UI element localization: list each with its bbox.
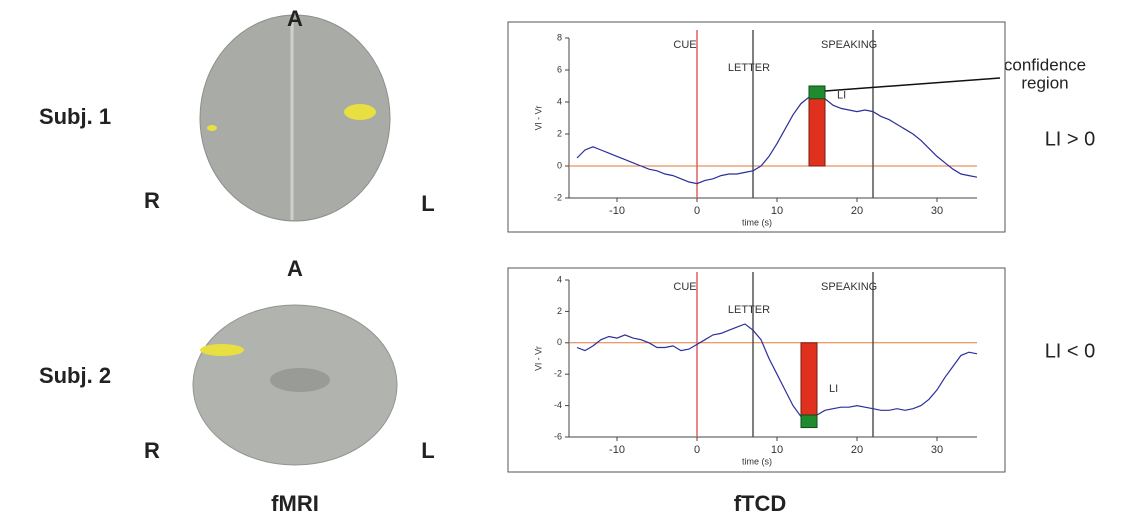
subject-label: Subj. 1	[39, 104, 111, 129]
result-label: LI > 0	[1045, 128, 1096, 150]
subject-label: Subj. 2	[39, 363, 111, 388]
brain-image	[200, 15, 390, 221]
chart-frame	[508, 22, 1005, 232]
confidence-region	[801, 415, 817, 428]
y-tick-label: 8	[557, 32, 562, 42]
li-bar	[801, 343, 817, 420]
y-tick-label: 0	[557, 160, 562, 170]
result-label: LI < 0	[1045, 340, 1096, 362]
li-label: LI	[837, 90, 846, 102]
x-axis-label: time (s)	[742, 456, 772, 466]
y-tick-label: -2	[554, 369, 562, 379]
y-tick-label: 4	[557, 274, 562, 284]
event-label: CUE	[673, 281, 696, 293]
event-label: LETTER	[728, 304, 770, 316]
li-bar	[809, 96, 825, 166]
y-axis-label: Vl - Vr	[533, 346, 543, 371]
column-label: fMRI	[271, 491, 319, 516]
chart-frame	[508, 268, 1005, 472]
left-label: L	[421, 191, 434, 216]
y-tick-label: 0	[557, 337, 562, 347]
x-tick-label: -10	[609, 205, 625, 217]
right-label: R	[144, 438, 160, 463]
figure: A R L Subj. 1 LI > 0 A R L Subj. 2 LI < …	[0, 0, 1135, 520]
anterior-label: A	[287, 256, 303, 281]
event-label: SPEAKING	[821, 39, 877, 51]
right-label: R	[144, 188, 160, 213]
x-tick-label: 0	[694, 205, 700, 217]
y-tick-label: 6	[557, 64, 562, 74]
x-tick-label: 20	[851, 205, 863, 217]
event-label: SPEAKING	[821, 281, 877, 293]
x-tick-label: 10	[771, 444, 783, 456]
event-label: LETTER	[728, 62, 770, 74]
y-tick-label: -2	[554, 192, 562, 202]
x-tick-label: -10	[609, 444, 625, 456]
event-label: CUE	[673, 39, 696, 51]
y-axis-label: Vl - Vr	[533, 106, 543, 131]
li-label: LI	[829, 383, 838, 395]
y-tick-label: 2	[557, 306, 562, 316]
brain-image	[193, 305, 397, 465]
column-label: fTCD	[734, 491, 787, 516]
x-axis-label: time (s)	[742, 217, 772, 227]
annotation-text: confidence	[1004, 55, 1086, 74]
confidence-region	[809, 86, 825, 99]
x-tick-label: 30	[931, 444, 943, 456]
x-tick-label: 30	[931, 205, 943, 217]
x-tick-label: 0	[694, 444, 700, 456]
left-label: L	[421, 438, 434, 463]
y-tick-label: 2	[557, 128, 562, 138]
y-tick-label: -6	[554, 431, 562, 441]
y-tick-label: 4	[557, 96, 562, 106]
x-tick-label: 20	[851, 444, 863, 456]
anterior-label: A	[287, 6, 303, 31]
y-tick-label: -4	[554, 400, 562, 410]
x-tick-label: 10	[771, 205, 783, 217]
annotation-text: region	[1021, 73, 1068, 92]
